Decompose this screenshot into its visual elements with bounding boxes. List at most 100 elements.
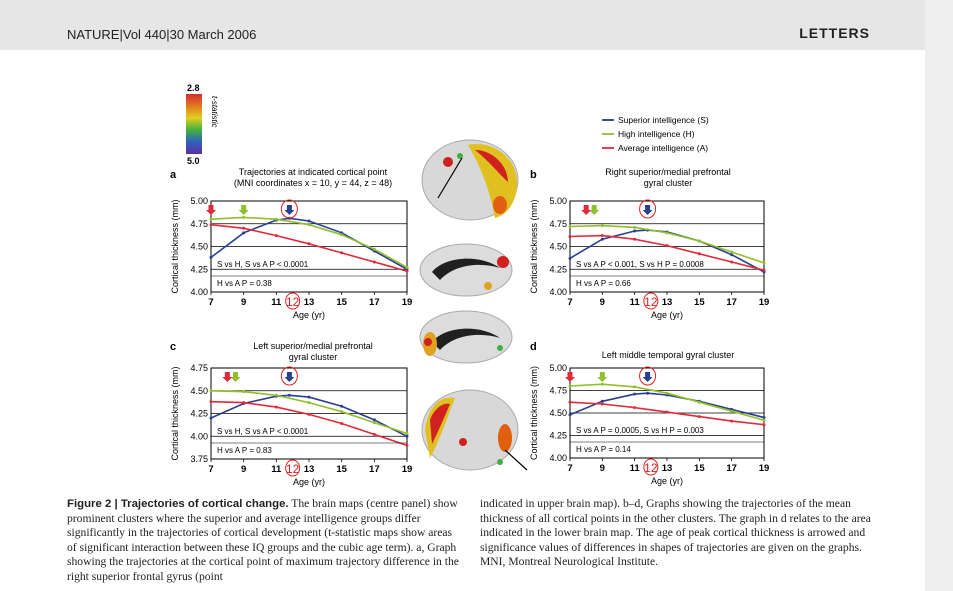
x-axis-label: Age (yr)	[293, 310, 325, 320]
x-axis-label: Age (yr)	[651, 476, 683, 486]
highlight-circle	[643, 458, 659, 476]
data-point-high	[405, 265, 409, 269]
stat-line-1: S vs A P = 0.0005, S vs H P = 0.003	[576, 426, 704, 435]
section-label: LETTERS	[799, 25, 870, 41]
peak-arrow-superior	[642, 205, 653, 215]
x-tick-label: 11	[630, 463, 641, 474]
peak-arrow-shaft	[233, 372, 238, 377]
panel-title: Left middle temporal gyral cluster	[602, 350, 735, 360]
x-tick-label: 13	[304, 464, 315, 475]
x-tick-label: 9	[600, 463, 605, 474]
data-point-superior	[287, 393, 291, 397]
y-tick-label: 4.50	[190, 242, 208, 252]
peak-arrow-head	[238, 210, 249, 215]
panel-letter: b	[530, 169, 537, 181]
x-tick-label: 11	[271, 464, 282, 475]
y-tick-label: 4.25	[190, 409, 208, 419]
peak-arrow-high	[238, 205, 249, 215]
x-tick-label: 17	[726, 297, 737, 308]
peak-highlight-circle	[280, 366, 298, 386]
legend-label-high: High intelligence (H)	[618, 129, 695, 139]
data-point-superior	[307, 219, 311, 223]
stat-line-2: H vs A P = 0.66	[576, 279, 631, 288]
data-point-superior	[307, 395, 311, 399]
data-point-average	[762, 268, 766, 272]
x-tick-label: 15	[694, 463, 705, 474]
y-tick-label: 4.25	[190, 264, 208, 274]
legend-label-average: Average intelligence (A)	[618, 143, 708, 153]
data-point-superior	[633, 392, 637, 396]
data-point-high	[665, 391, 669, 395]
peak-arrow-shaft	[286, 372, 292, 377]
data-point-high	[209, 217, 213, 221]
y-tick-label: 4.25	[549, 431, 567, 441]
panel-letter: a	[170, 169, 177, 181]
x-tick-label: 7	[208, 464, 213, 475]
panel-letter: c	[170, 341, 176, 353]
data-point-high	[372, 247, 376, 251]
y-tick-label: 4.75	[190, 363, 208, 373]
x-tick-label: 11	[630, 297, 641, 308]
y-tick-label: 4.75	[549, 386, 567, 396]
peak-arrow-shaft	[645, 372, 651, 377]
data-point-superior	[372, 418, 376, 422]
panel-subtitle: (MNI coordinates x = 10, y = 44, z = 48)	[234, 178, 392, 188]
y-tick-label: 4.50	[190, 386, 208, 396]
x-tick-label: 7	[567, 463, 572, 474]
legend: Superior intelligence (S) High intelligen…	[602, 115, 709, 153]
y-tick-label: 4.00	[549, 287, 567, 297]
page-margin-strip	[925, 0, 953, 591]
stat-line-1: S vs A P < 0.001, S vs H P = 0.0008	[576, 260, 704, 269]
data-point-high	[633, 225, 637, 229]
data-point-superior	[600, 399, 604, 403]
stat-line-2: H vs A P = 0.38	[217, 279, 272, 288]
data-point-high	[340, 410, 344, 414]
data-point-superior	[568, 413, 572, 417]
legend-label-superior: Superior intelligence (S)	[618, 115, 709, 125]
data-point-average	[665, 244, 669, 248]
data-point-average	[405, 443, 409, 447]
data-point-average	[697, 415, 701, 419]
data-point-superior	[600, 237, 604, 241]
peak-arrow-head	[642, 377, 653, 382]
data-point-average	[340, 422, 344, 426]
y-tick-label: 4.25	[549, 264, 567, 274]
journal-citation: NATURE|Vol 440|30 March 2006	[67, 27, 257, 42]
brain-4-image	[421, 389, 528, 471]
data-point-high	[762, 418, 766, 422]
x-tick-label: 19	[759, 463, 770, 474]
colorbar-min: 5.0	[187, 156, 200, 166]
x-tick-label: 19	[759, 297, 770, 308]
brain-3-image	[419, 310, 513, 364]
x-tick-label: 9	[241, 297, 246, 308]
panel-letter: d	[530, 341, 537, 353]
peak-arrow-average	[581, 205, 592, 215]
x-axis-label: Age (yr)	[651, 310, 683, 320]
peak-arrow-shaft	[567, 372, 573, 377]
journal-header: NATURE|Vol 440|30 March 2006 LETTERS	[0, 0, 925, 50]
peak-highlight-circle	[639, 366, 657, 386]
data-point-superior	[242, 231, 246, 235]
peak-arrow-shaft	[241, 205, 247, 210]
highlight-age-label: 12	[644, 461, 658, 475]
stat-line-2: H vs A P = 0.83	[217, 446, 272, 455]
x-tick-label: 19	[402, 297, 413, 308]
data-point-average	[730, 419, 734, 423]
data-point-high	[274, 217, 278, 221]
x-tick-label: 17	[726, 463, 737, 474]
data-point-superior	[568, 256, 572, 260]
panel-subtitle: gyral cluster	[644, 178, 693, 188]
peak-arrow-shaft	[286, 205, 292, 210]
data-point-average	[697, 252, 701, 256]
data-point-high	[340, 233, 344, 237]
peak-arrow-head	[222, 377, 233, 382]
data-point-high	[665, 231, 669, 235]
peak-arrow-superior	[642, 372, 653, 382]
x-tick-label: 13	[304, 297, 315, 308]
x-tick-label: 15	[336, 297, 347, 308]
series-line-superior	[210, 394, 408, 438]
data-point-high	[568, 224, 572, 228]
data-point-high	[697, 400, 701, 404]
